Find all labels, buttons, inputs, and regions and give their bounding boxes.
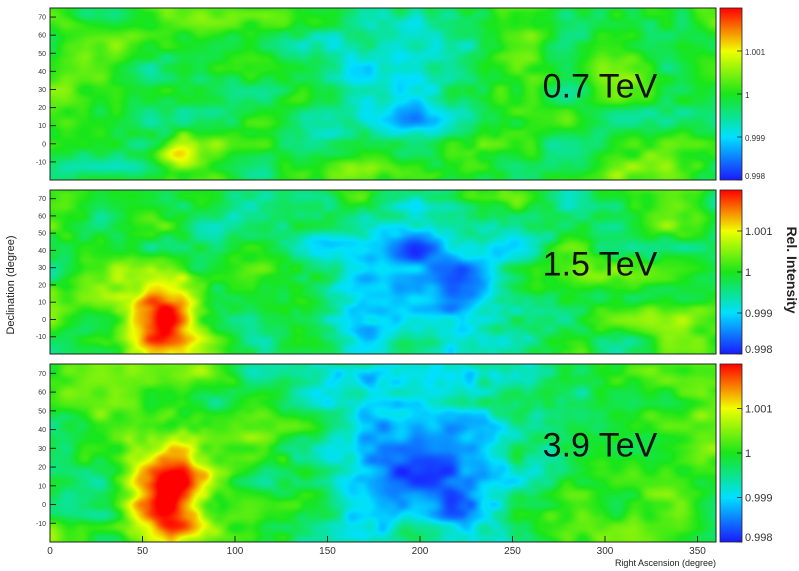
colorbar-tick-label: 0.999 bbox=[745, 308, 773, 320]
y-tick-label: 70 bbox=[38, 196, 46, 203]
y-tick-label: 40 bbox=[38, 69, 46, 76]
colorbar-tick-label: 1.001 bbox=[745, 226, 773, 238]
x-tick-label: 100 bbox=[227, 546, 244, 557]
y-tick-label: 20 bbox=[38, 105, 46, 112]
colorbar-tick-label: 0.998 bbox=[745, 344, 773, 356]
y-tick-label: 30 bbox=[38, 265, 46, 272]
y-tick-label: -10 bbox=[36, 159, 46, 166]
energy-label: 0.7 TeV bbox=[543, 67, 658, 105]
y-tick-label: -10 bbox=[36, 521, 46, 528]
x-tick-label: 200 bbox=[412, 546, 429, 557]
x-tick-label: 0 bbox=[47, 546, 53, 557]
x-tick-label: 150 bbox=[319, 546, 336, 557]
colorbar-tick-label: 0.998 bbox=[745, 532, 773, 544]
panel-1: -10 0 10 20 30 40 50 60 70 0.7 TeV 1.001 1 0.999 0.99… bbox=[36, 7, 766, 181]
y-tick-label: 50 bbox=[38, 408, 46, 415]
y-tick-label: 0 bbox=[42, 502, 46, 509]
colorbar-tick-label: 1 bbox=[745, 267, 751, 279]
y-tick-label: 70 bbox=[38, 15, 46, 22]
colorbar-label: Rel. Intensity bbox=[784, 226, 799, 313]
energy-label: 3.9 TeV bbox=[543, 427, 658, 465]
y-tick-label: 40 bbox=[38, 248, 46, 255]
panel-frame bbox=[49, 363, 717, 543]
y-tick-label: 30 bbox=[38, 446, 46, 453]
heatmap-2 bbox=[50, 190, 716, 354]
x-tick-label: 50 bbox=[137, 546, 149, 557]
colorbar-tick-label: 1 bbox=[745, 448, 751, 460]
y-tick-label: 40 bbox=[38, 427, 46, 434]
colorbar-tick-label: 0.998 bbox=[745, 172, 766, 181]
colorbar-tick-label: 0.999 bbox=[745, 134, 766, 143]
y-tick-label: 60 bbox=[38, 390, 46, 397]
panel-frame bbox=[49, 189, 717, 355]
heatmap-1 bbox=[50, 8, 716, 180]
y-axis-label: Declination (degree) bbox=[5, 235, 17, 334]
y-tick-label: 0 bbox=[42, 141, 46, 148]
x-tick-label: 350 bbox=[689, 546, 706, 557]
y-tick-label: 30 bbox=[38, 87, 46, 94]
y-tick-label: 50 bbox=[38, 51, 46, 58]
colorbar-tick-label: 0.999 bbox=[745, 493, 773, 505]
y-tick-label: 70 bbox=[38, 371, 46, 378]
x-tick-label: 300 bbox=[597, 546, 614, 557]
colorbar-tick-label: 1.001 bbox=[745, 404, 773, 416]
panel-frame bbox=[49, 7, 717, 181]
y-tick-label: 50 bbox=[38, 231, 46, 238]
colorbar-tick-label: 1 bbox=[745, 91, 750, 100]
y-tick-label: 60 bbox=[38, 213, 46, 220]
panel-2: -10 0 10 20 30 40 50 60 70 1.5 TeV 1.001 1 0.999 0.99… bbox=[36, 189, 773, 356]
panel-3: -10 0 10 20 30 40 50 60 70 0 50 100 150 200 250 300 350 3… bbox=[36, 363, 773, 557]
y-tick-label: 10 bbox=[38, 300, 46, 307]
y-tick-label: 20 bbox=[38, 282, 46, 289]
heatmap-3 bbox=[50, 364, 716, 542]
colorbar-tick-label: 1.001 bbox=[745, 48, 766, 57]
x-tick-label: 250 bbox=[504, 546, 521, 557]
y-tick-label: -10 bbox=[36, 334, 46, 341]
y-tick-label: 60 bbox=[38, 33, 46, 40]
y-tick-label: 0 bbox=[42, 317, 46, 324]
energy-label: 1.5 TeV bbox=[543, 245, 658, 283]
y-tick-label: 20 bbox=[38, 465, 46, 472]
x-axis-label: Right Ascension (degree) bbox=[615, 558, 716, 568]
y-tick-label: 10 bbox=[38, 123, 46, 130]
y-tick-label: 10 bbox=[38, 483, 46, 490]
